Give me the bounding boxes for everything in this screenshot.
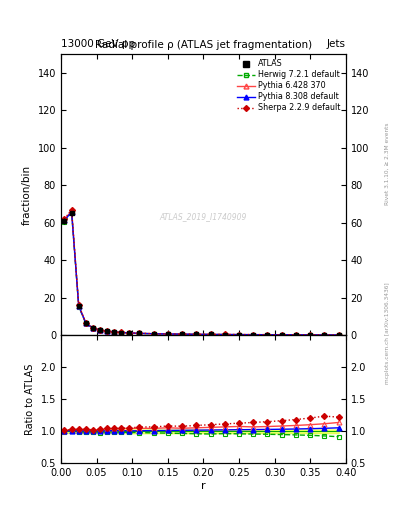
Text: Rivet 3.1.10, ≥ 2.3M events: Rivet 3.1.10, ≥ 2.3M events (385, 122, 389, 205)
Legend: ATLAS, Herwig 7.2.1 default, Pythia 6.428 370, Pythia 8.308 default, Sherpa 2.2.: ATLAS, Herwig 7.2.1 default, Pythia 6.42… (235, 58, 342, 114)
Text: mcplots.cern.ch [arXiv:1306.3436]: mcplots.cern.ch [arXiv:1306.3436] (385, 282, 389, 383)
X-axis label: r: r (201, 481, 206, 491)
Y-axis label: Ratio to ATLAS: Ratio to ATLAS (25, 364, 35, 435)
Text: Jets: Jets (327, 38, 346, 49)
Text: 13000 GeV pp: 13000 GeV pp (61, 38, 135, 49)
Text: ATLAS_2019_I1740909: ATLAS_2019_I1740909 (160, 212, 247, 222)
Y-axis label: fraction/bin: fraction/bin (22, 164, 32, 225)
Title: Radial profile ρ (ATLAS jet fragmentation): Radial profile ρ (ATLAS jet fragmentatio… (95, 40, 312, 50)
